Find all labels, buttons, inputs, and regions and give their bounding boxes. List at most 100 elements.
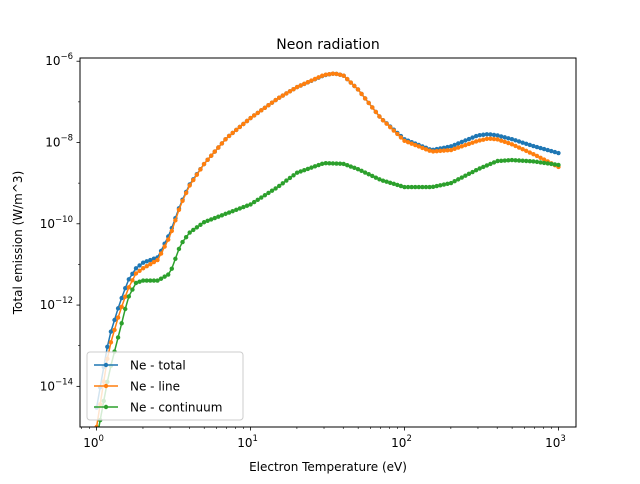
data-point: [552, 149, 558, 155]
data-point: [491, 132, 497, 138]
data-point: [155, 278, 160, 283]
data-point: [216, 214, 221, 219]
y-axis-label: Total emission (W/m^3): [11, 171, 25, 316]
data-point: [191, 227, 196, 233]
data-point: [130, 287, 135, 292]
data-point: [223, 137, 228, 142]
data-point: [144, 278, 149, 283]
data-point: [266, 103, 271, 108]
axes-frame: [79, 57, 577, 428]
data-point: [513, 158, 518, 163]
data-point: [477, 166, 482, 171]
data-point: [273, 186, 278, 191]
data-point: [534, 159, 540, 165]
data-point: [244, 118, 250, 124]
data-point: [287, 175, 293, 181]
data-point: [373, 109, 379, 115]
data-point: [534, 153, 540, 159]
y-tick-label: 10−10: [40, 215, 73, 231]
data-point: [94, 424, 99, 427]
data-point: [319, 73, 325, 78]
data-point: [413, 142, 418, 148]
data-point: [473, 167, 479, 173]
data-point: [115, 306, 121, 311]
data-point: [463, 142, 468, 148]
data-point: [216, 145, 221, 150]
tick-mantissa: 10: [45, 54, 60, 68]
data-point: [194, 172, 200, 177]
data-point: [387, 124, 393, 130]
data-point: [413, 184, 418, 190]
data-point: [123, 294, 128, 299]
data-point: [545, 161, 550, 166]
data-point: [348, 80, 354, 85]
data-point: [502, 139, 507, 145]
data-point: [366, 100, 371, 106]
data-point: [255, 197, 260, 203]
tick-exponent: −6: [60, 52, 73, 62]
data-point: [291, 173, 296, 178]
data-point: [380, 118, 386, 123]
data-point: [488, 136, 493, 141]
data-point: [298, 169, 303, 174]
data-point: [319, 161, 325, 167]
data-point: [176, 207, 182, 212]
data-point: [481, 164, 486, 170]
data-point: [445, 144, 450, 150]
data-point: [140, 260, 146, 265]
data-point: [126, 285, 132, 290]
data-point: [509, 142, 515, 147]
data-point: [302, 81, 307, 87]
data-point: [327, 71, 332, 77]
data-point: [312, 76, 318, 82]
y-tick-label: 10−12: [40, 296, 73, 312]
data-point: [409, 184, 414, 190]
data-point: [269, 100, 275, 105]
data-point: [423, 184, 429, 190]
data-point: [316, 162, 321, 168]
data-point: [108, 329, 114, 334]
data-point: [241, 121, 246, 127]
data-point: [402, 138, 407, 144]
data-point: [115, 315, 121, 320]
data-point: [420, 184, 425, 190]
x-tick-label: 100: [83, 434, 104, 450]
data-point: [448, 147, 454, 153]
tick-exponent: 1: [252, 434, 257, 444]
legend-swatch-marker: [103, 404, 109, 410]
data-point: [466, 136, 472, 142]
data-point: [180, 198, 185, 204]
data-point: [284, 178, 289, 183]
data-point: [445, 148, 450, 153]
data-point: [380, 178, 386, 183]
data-point: [556, 150, 561, 156]
data-point: [183, 190, 189, 196]
data-point: [409, 141, 414, 146]
data-point: [516, 139, 522, 144]
data-point: [531, 159, 536, 164]
data-point: [448, 144, 454, 149]
legend-box: [86, 351, 244, 421]
data-point: [402, 184, 407, 190]
tick-mantissa: 10: [40, 298, 55, 312]
data-point: [237, 124, 243, 130]
data-point: [140, 278, 146, 283]
data-point: [384, 121, 389, 126]
data-point: [191, 177, 196, 183]
data-point: [208, 153, 214, 158]
data-point: [352, 165, 357, 171]
tick-exponent: −14: [55, 377, 73, 387]
data-point: [327, 161, 332, 166]
data-point: [466, 171, 472, 177]
data-point: [187, 230, 192, 235]
data-point: [452, 146, 457, 152]
data-point: [488, 161, 493, 167]
data-point: [491, 136, 497, 142]
data-point: [305, 166, 311, 172]
x-tick-label: 103: [545, 434, 566, 450]
data-point: [130, 278, 135, 283]
data-point: [255, 110, 260, 116]
data-point: [334, 71, 339, 77]
data-point: [330, 71, 336, 76]
